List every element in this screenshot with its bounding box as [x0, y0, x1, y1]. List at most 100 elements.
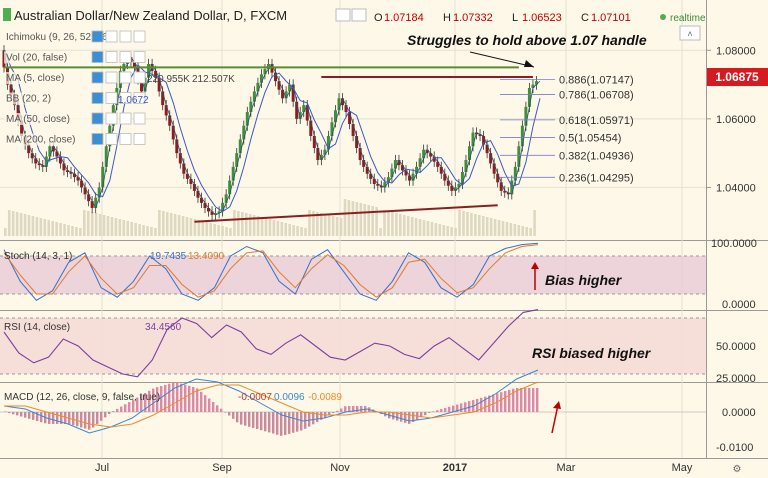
candle-body: [341, 98, 345, 106]
volume-bar: [150, 227, 153, 236]
volume-bar: [406, 216, 410, 236]
volume-bar: [4, 228, 7, 236]
candle-body: [41, 165, 45, 167]
volume-bar: [114, 218, 118, 236]
struggles-arrow-head: [524, 60, 534, 67]
macd-hist-bar: [528, 388, 531, 412]
candle-body: [277, 81, 281, 90]
candle-body: [288, 84, 292, 92]
candle-body: [196, 190, 200, 198]
macd-hist-bar: [36, 412, 39, 422]
candle-body: [485, 144, 489, 154]
settings-icon[interactable]: [351, 8, 367, 22]
candle-body: [404, 170, 408, 176]
stoch-band: [0, 256, 706, 294]
realtime-label: realtime: [670, 13, 706, 24]
macd-hist-bar: [296, 412, 299, 432]
candle-body: [65, 170, 69, 172]
candle-body: [464, 160, 468, 172]
volume-bar: [339, 218, 343, 236]
volume-bar: [252, 215, 256, 236]
macd-label: MACD (12, 26, close, 9, false, true): [4, 392, 160, 403]
macd-hist-bar: [436, 410, 439, 412]
struggles-arrow: [469, 51, 535, 68]
volume-bar: [35, 217, 39, 236]
volume-bar: [505, 222, 509, 236]
trendlines: [4, 66, 533, 223]
macd-hist-bar: [220, 408, 223, 412]
macd-hist-bar: [288, 412, 291, 434]
volume-bar: [217, 225, 220, 236]
candle-body: [482, 136, 486, 145]
candle-body: [97, 187, 101, 198]
volume-bar: [169, 213, 173, 236]
volume-bar: [98, 214, 102, 236]
macd-hist-bar: [484, 396, 487, 412]
candle-body: [506, 192, 510, 195]
indicator-label: MA (50, close): [6, 114, 70, 125]
volume-bar: [146, 226, 149, 236]
collapse-button[interactable]: [679, 25, 701, 41]
settings-gear-icon[interactable]: ⚙: [733, 464, 742, 475]
indicator-button: [133, 92, 146, 104]
candle-body: [520, 125, 524, 147]
volume-bar: [110, 217, 114, 236]
ohlc-key: L: [512, 12, 518, 24]
macd-hist-bar: [136, 397, 139, 412]
candle-body: [231, 166, 235, 181]
macd-hist-bar: [464, 402, 467, 412]
volume-bar: [391, 212, 394, 236]
candle-body: [224, 194, 228, 203]
indicator-label: MA (5, close): [6, 73, 64, 84]
macd-hist-bar: [520, 388, 523, 412]
volume-bar: [102, 215, 106, 236]
current-price-label: 1.06875: [715, 70, 759, 84]
candle-body: [527, 88, 531, 107]
volume-bar: [130, 222, 133, 236]
macd-hist-bar: [336, 410, 339, 412]
fib-label: 0.618(1.05971): [559, 115, 634, 127]
macd-hist-bar: [432, 411, 435, 412]
volume-bar: [497, 220, 501, 236]
candle-body: [467, 146, 471, 160]
time-axis-label: 2017: [443, 462, 467, 474]
fib-label: 0.5(1.05454): [559, 133, 621, 145]
macd-hist-bar: [340, 408, 343, 412]
indicator-button: [119, 133, 132, 145]
volume-bar: [343, 199, 347, 236]
price-series-line: [3, 50, 541, 216]
volume-bar: [367, 205, 370, 236]
volume-bar: [237, 211, 240, 236]
volume-bar: [493, 219, 497, 236]
volume-bar: [525, 227, 528, 236]
volume-bar: [47, 220, 51, 236]
candle-body: [510, 180, 514, 195]
candle-body: [132, 62, 136, 68]
candle-body: [238, 139, 242, 154]
candle-body: [62, 163, 66, 171]
macd-hist-bar: [132, 399, 135, 412]
volume-bar: [229, 228, 232, 236]
symbol-marker: [3, 8, 11, 21]
candle-body: [175, 139, 179, 154]
volume-bar: [446, 226, 449, 236]
ohlc-value: 1.07332: [453, 12, 493, 24]
candle-body: [185, 173, 189, 179]
indicator-button: [105, 51, 118, 63]
candle-body: [319, 154, 323, 160]
eye-icon[interactable]: [335, 8, 351, 22]
indicator-legend[interactable]: Ichimoku (9, 26, 52, 26) Vol (20, false) M…: [4, 30, 146, 146]
candle-body: [274, 72, 278, 82]
macd-hist-bar: [272, 412, 275, 434]
candle-body: [348, 112, 352, 124]
macd-hist-bar: [396, 412, 399, 421]
candle-body: [376, 184, 380, 186]
fib-levels: 0.886(1.07147) 0.786(1.06708) 0.618(1.0597…: [500, 75, 634, 184]
candle-body: [55, 151, 59, 157]
macd-hist-bar: [532, 388, 535, 412]
indicator-button: [91, 71, 104, 84]
volume-bar: [529, 228, 532, 236]
candle-body: [228, 180, 232, 195]
volume-bar: [67, 225, 70, 236]
